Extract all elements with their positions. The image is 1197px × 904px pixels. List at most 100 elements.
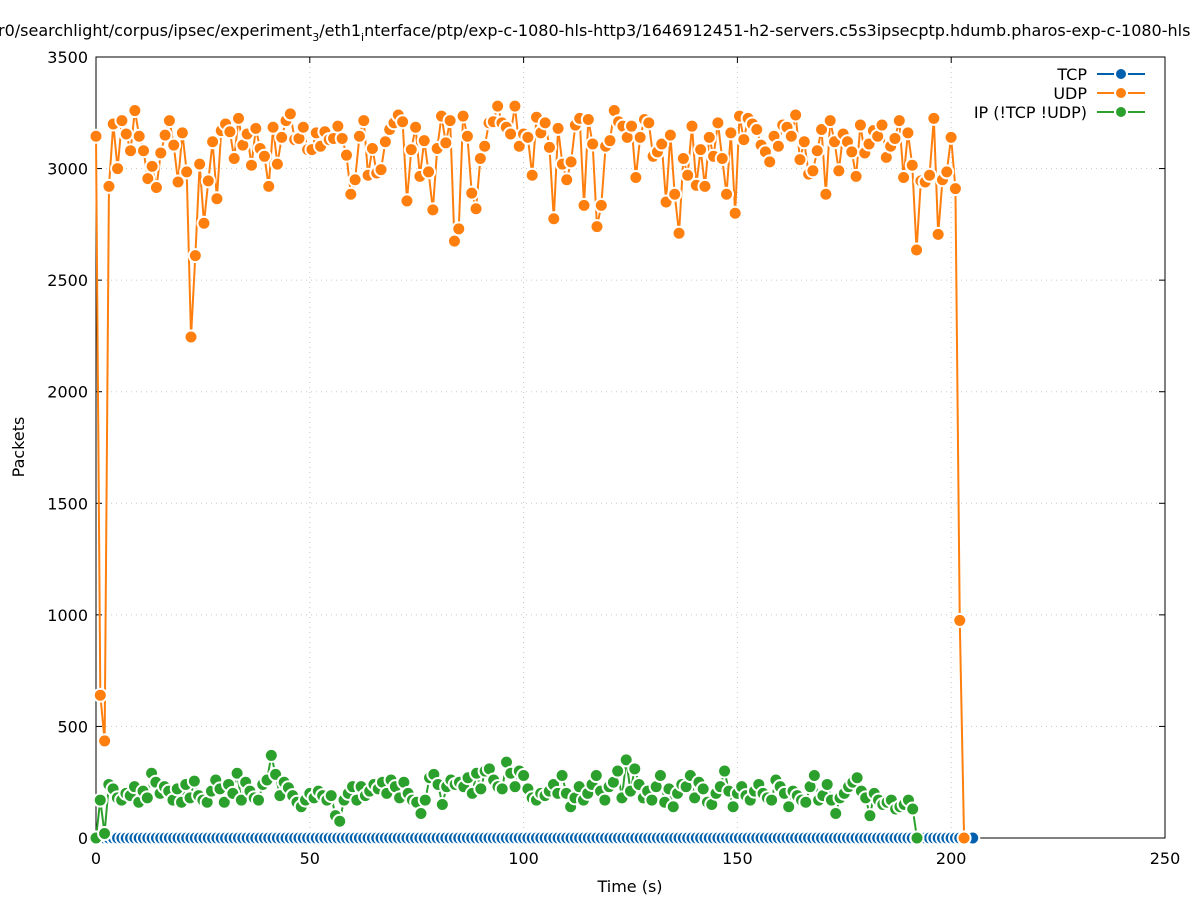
data-point — [905, 801, 921, 817]
y-tick-label: 2500 — [47, 271, 88, 290]
data-point — [136, 143, 152, 159]
data-point — [947, 181, 963, 197]
data-point — [624, 118, 640, 134]
data-point — [792, 152, 808, 168]
legend-label: TCP — [1056, 65, 1087, 84]
data-point — [356, 113, 372, 129]
data-point — [675, 151, 691, 167]
data-point — [848, 168, 864, 184]
axes: 0 50 100 150 200 2500500100015002000250030003… — [47, 48, 1180, 868]
data-point — [818, 186, 834, 202]
data-point — [183, 329, 199, 345]
data-point — [399, 193, 415, 209]
data-point — [413, 805, 429, 821]
data-point — [828, 805, 844, 821]
data-point — [161, 113, 177, 129]
data-point — [597, 792, 613, 808]
data-point — [209, 191, 225, 207]
y-tick-label: 0 — [78, 829, 88, 848]
series-udp — [88, 98, 972, 846]
data-point — [250, 792, 266, 808]
data-point — [943, 129, 959, 145]
data-point — [736, 132, 752, 148]
data-point — [537, 115, 553, 131]
data-point — [627, 761, 643, 777]
data-point — [157, 127, 173, 143]
data-point — [455, 108, 471, 124]
data-point — [123, 143, 139, 159]
data-point — [416, 133, 432, 149]
data-point — [585, 136, 601, 152]
data-point — [323, 788, 339, 804]
data-point — [494, 781, 510, 797]
data-point — [144, 158, 160, 174]
data-point — [781, 799, 797, 815]
data-point — [229, 765, 245, 781]
data-point — [822, 113, 838, 129]
data-point — [127, 103, 143, 119]
data-point — [805, 163, 821, 179]
y-tick-label: 2000 — [47, 383, 88, 402]
data-point — [563, 154, 579, 170]
data-point — [92, 792, 108, 808]
series-ip-tcp-udp- — [88, 747, 925, 846]
data-point — [541, 139, 557, 155]
series-tcp — [88, 830, 981, 846]
data-point — [503, 126, 519, 142]
x-tick-label: 150 — [722, 849, 753, 868]
data-point — [263, 747, 279, 763]
data-point — [667, 186, 683, 202]
data-point — [628, 169, 644, 185]
data-point — [174, 125, 190, 141]
data-point — [909, 242, 925, 258]
data-point — [118, 126, 134, 142]
x-tick-label: 200 — [936, 849, 967, 868]
data-point — [727, 205, 743, 221]
data-point — [904, 157, 920, 173]
data-point — [464, 185, 480, 201]
data-point — [131, 128, 147, 144]
data-point — [770, 138, 786, 154]
data-point — [222, 124, 238, 140]
data-point — [256, 148, 272, 164]
data-point — [282, 106, 298, 122]
data-point — [261, 178, 277, 194]
data-point — [652, 768, 668, 784]
data-point — [395, 114, 411, 130]
data-point — [671, 225, 687, 241]
series-line — [95, 102, 966, 839]
data-point — [896, 169, 912, 185]
data-point — [665, 799, 681, 815]
data-point — [332, 813, 348, 829]
data-point — [831, 163, 847, 179]
legend-marker — [1114, 105, 1128, 119]
data-point — [438, 135, 454, 151]
data-point — [956, 830, 972, 846]
data-point — [216, 794, 232, 810]
chart-title: r0/searchlight/corpus/ipsec/experiment3/… — [0, 21, 1190, 44]
data-point — [588, 768, 604, 784]
data-point — [92, 687, 108, 703]
x-tick-label: 0 — [91, 849, 101, 868]
data-point — [516, 768, 532, 784]
data-point — [148, 180, 164, 196]
data-point — [472, 151, 488, 167]
data-point — [507, 98, 523, 114]
data-point — [179, 164, 195, 180]
data-point — [654, 136, 670, 152]
data-point — [347, 172, 363, 188]
data-point — [762, 154, 778, 170]
data-point — [243, 157, 259, 173]
data-point — [814, 122, 830, 138]
series-layer — [88, 98, 981, 846]
data-point — [295, 119, 311, 135]
data-point — [644, 792, 660, 808]
legend-label: IP (!TCP !UDP) — [974, 103, 1087, 122]
data-point — [874, 117, 890, 133]
y-tick-label: 1000 — [47, 606, 88, 625]
data-point — [153, 145, 169, 161]
data-point — [507, 779, 523, 795]
data-point — [618, 752, 634, 768]
